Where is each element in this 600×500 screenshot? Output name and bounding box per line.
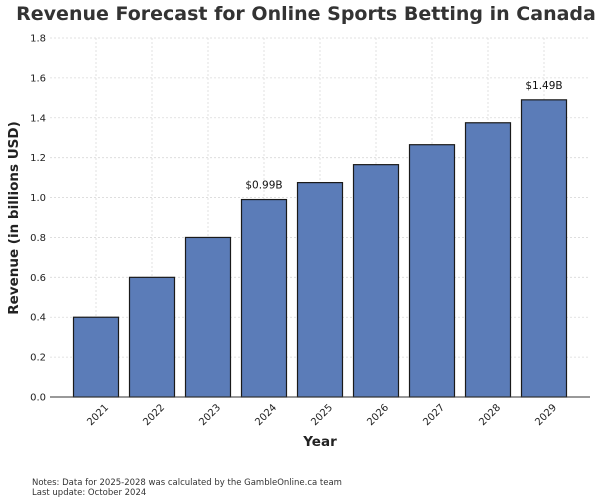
x-tick-label: 2024 — [253, 402, 279, 428]
data-label-2024: $0.99B — [245, 180, 282, 192]
bar-2024 — [240, 198, 288, 398]
bar-2026 — [352, 164, 400, 398]
x-tick-label: 2023 — [197, 402, 223, 428]
x-tick-label: 2026 — [365, 402, 391, 428]
x-axis-ticks: 2021 2022 2023 2024 2025 2026 2027 2028 2029 — [85, 402, 559, 428]
bars — [72, 99, 568, 398]
chart-title: Revenue Forecast for Online Sports Betti… — [16, 3, 596, 25]
data-label-2029: $1.49B — [525, 80, 562, 92]
x-tick-label: 2021 — [85, 402, 111, 428]
x-tick-label: 2029 — [533, 402, 559, 428]
bar-2021 — [72, 316, 120, 398]
y-tick-label: 1.8 — [30, 34, 46, 45]
x-tick-label: 2027 — [421, 402, 447, 428]
notes-line: Notes: Data for 2025-2028 was calculated… — [32, 478, 342, 488]
y-tick-label: 0.6 — [30, 273, 46, 284]
bar-2028 — [464, 122, 512, 398]
x-tick-label: 2025 — [309, 402, 335, 428]
x-tick-label: 2022 — [141, 402, 167, 428]
bar-2022 — [128, 276, 176, 398]
x-axis-label: Year — [302, 434, 337, 450]
y-tick-label: 0.4 — [30, 313, 46, 324]
y-axis-label: Revenue (in billions USD) — [6, 121, 22, 315]
last-update-line: Last update: October 2024 — [32, 488, 146, 498]
data-labels: $0.99B $1.49B — [245, 80, 562, 192]
y-tick-label: 1.2 — [30, 153, 46, 164]
x-tick-label: 2028 — [477, 402, 503, 428]
bar-2025 — [296, 181, 344, 398]
y-axis-ticks: 0.0 0.2 0.4 0.6 0.8 1.0 1.2 1.4 1.6 1.8 — [30, 34, 46, 404]
bar-2027 — [408, 144, 456, 398]
bar-2023 — [184, 236, 232, 398]
y-tick-label: 1.6 — [30, 73, 46, 84]
y-tick-label: 0.2 — [30, 353, 46, 364]
y-tick-label: 0.0 — [30, 393, 46, 404]
y-tick-label: 0.8 — [30, 233, 46, 244]
y-tick-label: 1.4 — [30, 113, 46, 124]
y-tick-label: 1.0 — [30, 193, 46, 204]
bar-2029 — [520, 99, 568, 398]
